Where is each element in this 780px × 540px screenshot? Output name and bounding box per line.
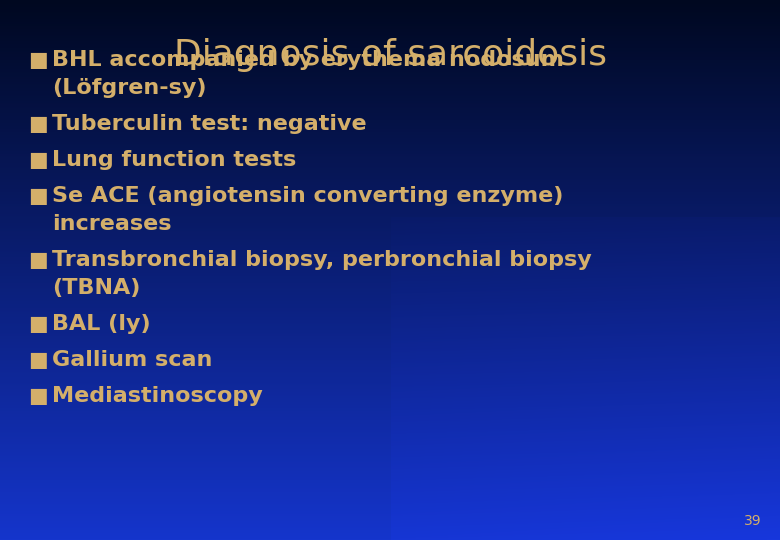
Text: ■: ■ xyxy=(28,314,48,334)
Text: Lung function tests: Lung function tests xyxy=(52,150,296,170)
Text: ■: ■ xyxy=(28,250,48,270)
Text: BHL accompanied by erythema nodosum: BHL accompanied by erythema nodosum xyxy=(52,50,564,70)
Text: (TBNA): (TBNA) xyxy=(52,278,140,298)
Text: ■: ■ xyxy=(28,350,48,370)
Text: increases: increases xyxy=(52,214,172,234)
Text: ■: ■ xyxy=(28,114,48,134)
Text: ■: ■ xyxy=(28,50,48,70)
Text: (Löfgren-sy): (Löfgren-sy) xyxy=(52,78,207,98)
Text: Transbronchial biopsy, perbronchial biopsy: Transbronchial biopsy, perbronchial biop… xyxy=(52,250,592,270)
Text: BAL (ly): BAL (ly) xyxy=(52,314,151,334)
Text: Gallium scan: Gallium scan xyxy=(52,350,212,370)
Text: Se ACE (angiotensin converting enzyme): Se ACE (angiotensin converting enzyme) xyxy=(52,186,563,206)
Text: ■: ■ xyxy=(28,186,48,206)
Text: Mediastinoscopy: Mediastinoscopy xyxy=(52,386,263,406)
Text: 39: 39 xyxy=(744,514,762,528)
Text: ■: ■ xyxy=(28,150,48,170)
Text: Diagnosis of sarcoidosis: Diagnosis of sarcoidosis xyxy=(173,38,607,72)
Text: ■: ■ xyxy=(28,386,48,406)
Text: Tuberculin test: negative: Tuberculin test: negative xyxy=(52,114,367,134)
